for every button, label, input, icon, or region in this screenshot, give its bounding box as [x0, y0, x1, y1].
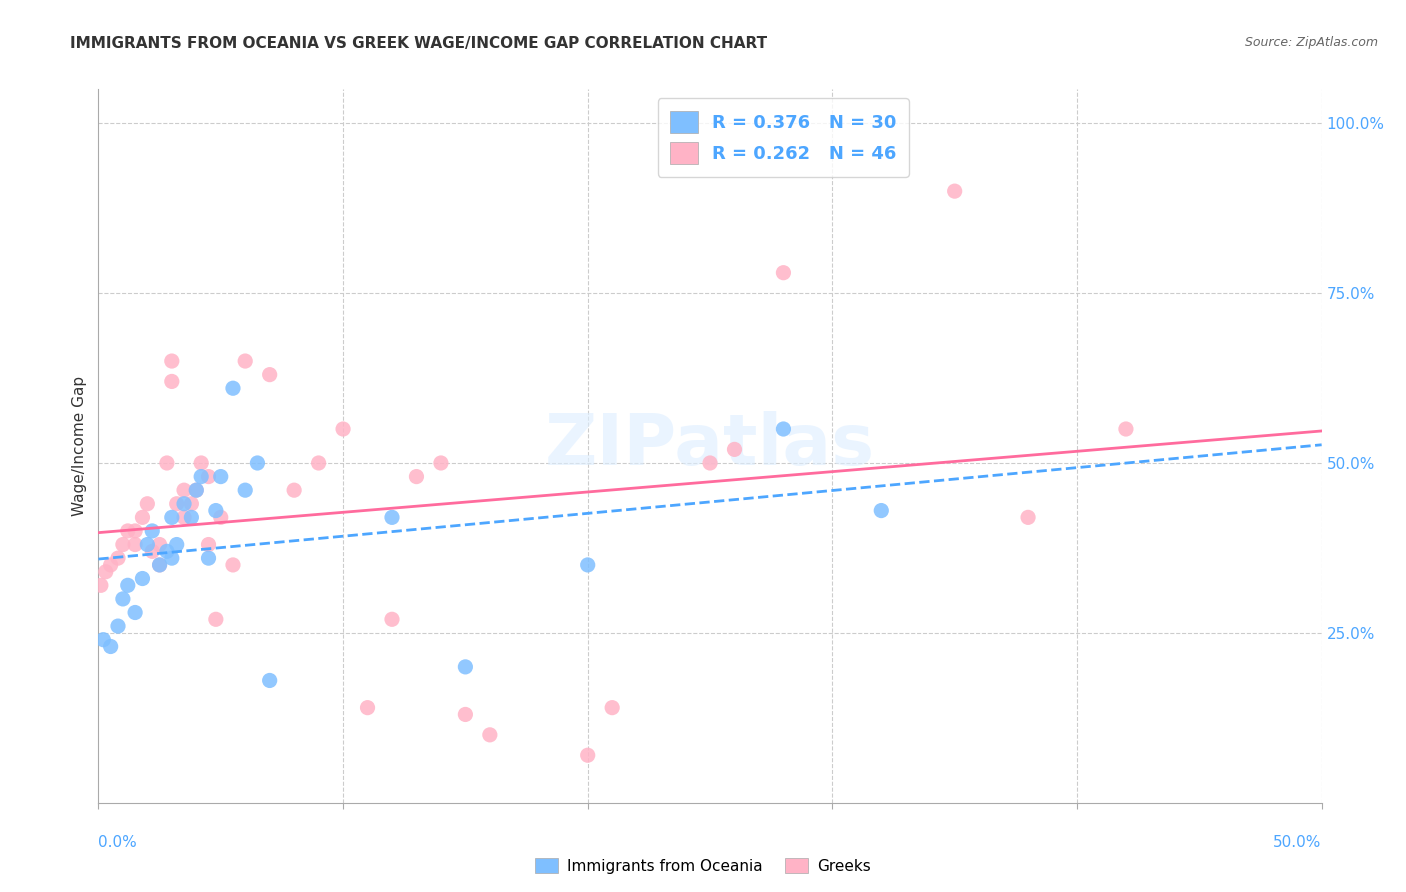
Legend: Immigrants from Oceania, Greeks: Immigrants from Oceania, Greeks — [529, 852, 877, 880]
Point — [160, 551, 183, 566]
Point — [205, 612, 228, 626]
Point — [141, 544, 163, 558]
Point — [131, 510, 153, 524]
Point — [772, 266, 794, 280]
Point — [209, 510, 232, 524]
Point — [1017, 510, 1039, 524]
Y-axis label: Wage/Income Gap: Wage/Income Gap — [72, 376, 87, 516]
Point — [166, 537, 188, 551]
Point — [156, 456, 179, 470]
Point — [124, 606, 146, 620]
Point — [117, 578, 139, 592]
Point — [173, 483, 195, 498]
Point — [90, 578, 112, 592]
Point — [283, 483, 305, 498]
Text: ZIPatlas: ZIPatlas — [546, 411, 875, 481]
Point — [91, 632, 114, 647]
Point — [190, 469, 212, 483]
Point — [131, 572, 153, 586]
Point — [160, 510, 183, 524]
Point — [723, 442, 745, 457]
Point — [454, 707, 477, 722]
Point — [156, 544, 179, 558]
Point — [576, 558, 599, 572]
Point — [197, 537, 219, 551]
Point — [124, 524, 146, 538]
Point — [166, 497, 188, 511]
Point — [100, 640, 122, 654]
Point — [870, 503, 893, 517]
Point — [136, 537, 159, 551]
Point — [124, 537, 146, 551]
Point — [209, 469, 232, 483]
Point — [107, 619, 129, 633]
Point — [259, 673, 281, 688]
Point — [100, 558, 122, 572]
Point — [430, 456, 453, 470]
Text: Source: ZipAtlas.com: Source: ZipAtlas.com — [1244, 36, 1378, 49]
Point — [600, 700, 623, 714]
Point — [381, 510, 404, 524]
Point — [173, 510, 195, 524]
Point — [136, 497, 159, 511]
Point — [160, 354, 183, 368]
Point — [94, 565, 117, 579]
Point — [197, 469, 219, 483]
Point — [332, 422, 354, 436]
Point — [149, 537, 172, 551]
Text: IMMIGRANTS FROM OCEANIA VS GREEK WAGE/INCOME GAP CORRELATION CHART: IMMIGRANTS FROM OCEANIA VS GREEK WAGE/IN… — [70, 36, 768, 51]
Point — [160, 375, 183, 389]
Point — [454, 660, 477, 674]
Text: 50.0%: 50.0% — [1274, 836, 1322, 850]
Point — [190, 456, 212, 470]
Point — [233, 483, 256, 498]
Point — [107, 551, 129, 566]
Point — [186, 483, 208, 498]
Point — [186, 483, 208, 498]
Point — [405, 469, 427, 483]
Point — [205, 503, 228, 517]
Point — [943, 184, 966, 198]
Point — [180, 510, 202, 524]
Point — [149, 558, 172, 572]
Point — [772, 422, 794, 436]
Point — [222, 381, 245, 395]
Legend: R = 0.376   N = 30, R = 0.262   N = 46: R = 0.376 N = 30, R = 0.262 N = 46 — [658, 98, 910, 177]
Point — [141, 524, 163, 538]
Point — [233, 354, 256, 368]
Point — [222, 558, 245, 572]
Point — [197, 551, 219, 566]
Point — [699, 456, 721, 470]
Point — [111, 591, 134, 606]
Point — [259, 368, 281, 382]
Point — [246, 456, 269, 470]
Point — [149, 558, 172, 572]
Point — [308, 456, 330, 470]
Point — [478, 728, 501, 742]
Point — [356, 700, 378, 714]
Point — [117, 524, 139, 538]
Point — [173, 497, 195, 511]
Point — [1115, 422, 1137, 436]
Text: 0.0%: 0.0% — [98, 836, 138, 850]
Point — [111, 537, 134, 551]
Point — [576, 748, 599, 763]
Point — [381, 612, 404, 626]
Point — [180, 497, 202, 511]
